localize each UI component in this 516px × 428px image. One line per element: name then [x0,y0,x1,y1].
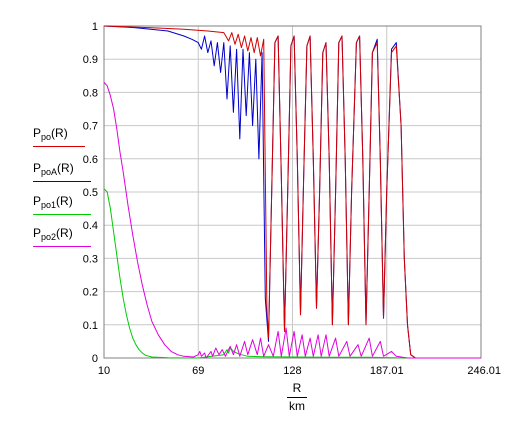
y-tick-label-6: 0.6 [83,154,98,166]
y-tick-label-10: 1 [92,21,98,33]
y-tick-label-4: 0.4 [83,220,98,232]
y-tick-label-2: 0.2 [83,287,98,299]
y-tick-label-9: 0.9 [83,54,98,66]
legend-line-ppoa [33,181,91,182]
x-tick-label-2: 128 [283,365,301,377]
series-line-po [103,25,481,359]
x-axis-unit: km [289,399,305,413]
plot-frame [103,25,482,359]
x-axis-label: R [292,381,302,395]
legend-label-ppo: Ppo(R) [33,126,68,142]
legend-label-ppo2: Ppo2(R) [33,226,73,242]
x-tick-label-1: 69 [192,365,204,377]
legend-label-ppoa: PpoA(R) [33,161,74,177]
y-tick-label-7: 0.7 [83,121,98,133]
legend-line-ppo1 [33,214,91,215]
legend-line-ppo2 [33,246,91,247]
y-tick-label-1: 0.1 [83,320,98,332]
y-tick-label-3: 0.3 [83,253,98,265]
x-axis-fraction-bar [287,397,307,398]
x-tick-label-0: 10 [98,365,110,377]
y-tick-label-5: 0.5 [83,187,98,199]
y-tick-label-0: 0 [92,353,98,365]
series-line-po2 [103,82,481,359]
x-tick-label-4: 246.01 [467,365,501,377]
legend-label-ppo1: Ppo1(R) [33,194,73,210]
legend-line-ppo [33,146,85,147]
y-tick-label-8: 0.8 [83,87,98,99]
x-tick-label-3: 187.01 [370,365,404,377]
